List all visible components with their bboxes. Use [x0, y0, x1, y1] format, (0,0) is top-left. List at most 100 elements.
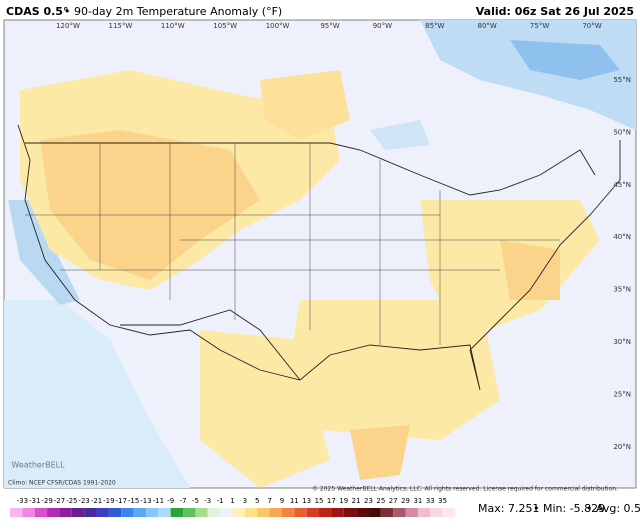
colorbar-label: 33 [426, 497, 435, 505]
longitude-label: 70°W [582, 22, 601, 30]
colorbar-label: 13 [302, 497, 311, 505]
cold-anomaly [370, 120, 430, 150]
colorbar-label: -15 [128, 497, 139, 505]
colorbar-swatch [96, 508, 109, 517]
colorbar-swatch [331, 508, 344, 517]
colorbar-label: -29 [41, 497, 52, 505]
colorbar-label: -33 [17, 497, 28, 505]
colorbar-swatch [405, 508, 418, 517]
colorbar-swatch [393, 508, 406, 517]
longitude-label: 120°W [56, 22, 80, 30]
colorbar-swatch [183, 508, 196, 517]
border [25, 142, 596, 196]
latitude-label: 35°N [613, 286, 631, 294]
latitude-label: 50°N [613, 128, 631, 136]
colorbar-swatch [442, 508, 455, 517]
warm-anomaly [500, 240, 560, 300]
colorbar-label: 19 [339, 497, 348, 505]
colorbar-swatch [158, 508, 171, 517]
colorbar-swatch [71, 508, 85, 517]
colorbar-swatch [34, 508, 48, 517]
latitude-label: 40°N [613, 233, 631, 241]
colorbar-label: 25 [376, 497, 385, 505]
warm-anomaly [40, 130, 260, 280]
colorbar-swatch [10, 508, 23, 517]
colorbar-swatch [294, 508, 307, 517]
colorbar-label: -23 [78, 497, 89, 505]
longitude-label: 105°W [213, 22, 237, 30]
logo: WeatherBELL [11, 461, 65, 470]
colorbar-label: 3 [243, 497, 247, 505]
colorbar-label: -13 [140, 497, 151, 505]
colorbar-label: 35 [438, 497, 447, 505]
colorbar-label: -21 [91, 497, 102, 505]
colorbar-swatch [356, 508, 369, 517]
product-subtitle: • 90-day 2m Temperature Anomaly (°F) [64, 5, 282, 18]
cold-anomaly [510, 40, 620, 80]
longitude-label: 110°W [161, 22, 185, 30]
valid-time: Valid: 06z Sat 26 Jul 2025 [476, 5, 634, 18]
longitude-label: 75°W [530, 22, 549, 30]
colorbar-label: -5 [192, 497, 199, 505]
longitude-label: 95°W [320, 22, 339, 30]
colorbar-swatch [207, 508, 221, 517]
stat-avg: • Avg: 0.504 [586, 502, 640, 515]
colorbar-label: 31 [413, 497, 422, 505]
colorbar-swatch [232, 508, 245, 517]
colorbar-swatch [380, 508, 394, 517]
colorbar-label: 1 [230, 497, 234, 505]
stat-max: Max: 7.251 [478, 502, 539, 515]
climo-note: Climo: NCEP CFSR/CDAS 1991-2020 [8, 480, 116, 487]
longitude-label: 115°W [109, 22, 133, 30]
colorbar-swatch [417, 508, 431, 517]
longitude-label: 80°W [478, 22, 497, 30]
colorbar-label: -31 [29, 497, 40, 505]
colorbar-swatch [257, 508, 270, 517]
colorbar-label: 29 [401, 497, 410, 505]
colorbar-label: -9 [167, 497, 174, 505]
latitude-label: 45°N [613, 181, 631, 189]
colorbar-label: -19 [103, 497, 114, 505]
colorbar-label: 27 [389, 497, 398, 505]
warm-anomaly [350, 425, 410, 480]
colorbar-swatch [84, 508, 97, 517]
stat-min: • Min: -5.829 [533, 502, 605, 515]
colorbar-label: -7 [180, 497, 187, 505]
colorbar-label: 15 [315, 497, 324, 505]
longitude-label: 100°W [266, 22, 290, 30]
colorbar-swatch [281, 508, 295, 517]
colorbar-label: 17 [327, 497, 336, 505]
colorbar-label: 21 [352, 497, 361, 505]
colorbar-swatch [430, 508, 443, 517]
latitude-label: 25°N [613, 390, 631, 398]
longitude-label: 85°W [425, 22, 444, 30]
colorbar-label: 7 [267, 497, 271, 505]
state-lines [25, 143, 560, 345]
colorbar-label: -11 [153, 497, 164, 505]
colorbar-swatch [319, 508, 332, 517]
colorbar-label: -25 [66, 497, 77, 505]
colorbar-swatch [133, 508, 146, 517]
border [120, 309, 301, 381]
product-title: CDAS 0.5° [6, 5, 68, 18]
warm-anomaly [200, 330, 330, 488]
colorbar-swatch [121, 508, 134, 517]
colorbar-swatch [368, 508, 381, 517]
colorbar-label: 11 [290, 497, 299, 505]
map-area [3, 19, 637, 489]
colorbar-swatch [22, 508, 35, 517]
copyright: © 2025 WeatherBELL Analytics, LLC. All r… [312, 486, 618, 493]
colorbar-label: -1 [217, 497, 224, 505]
warm-anomaly [290, 300, 500, 440]
cold-anomaly [8, 200, 80, 305]
colorbar-swatch [108, 508, 122, 517]
coastline [17, 124, 621, 391]
colorbar-swatch [306, 508, 320, 517]
colorbar-label: 9 [280, 497, 284, 505]
colorbar-swatch [145, 508, 159, 517]
longitude-label: 90°W [373, 22, 392, 30]
colorbar-label: -3 [204, 497, 211, 505]
colorbar-swatch [244, 508, 258, 517]
